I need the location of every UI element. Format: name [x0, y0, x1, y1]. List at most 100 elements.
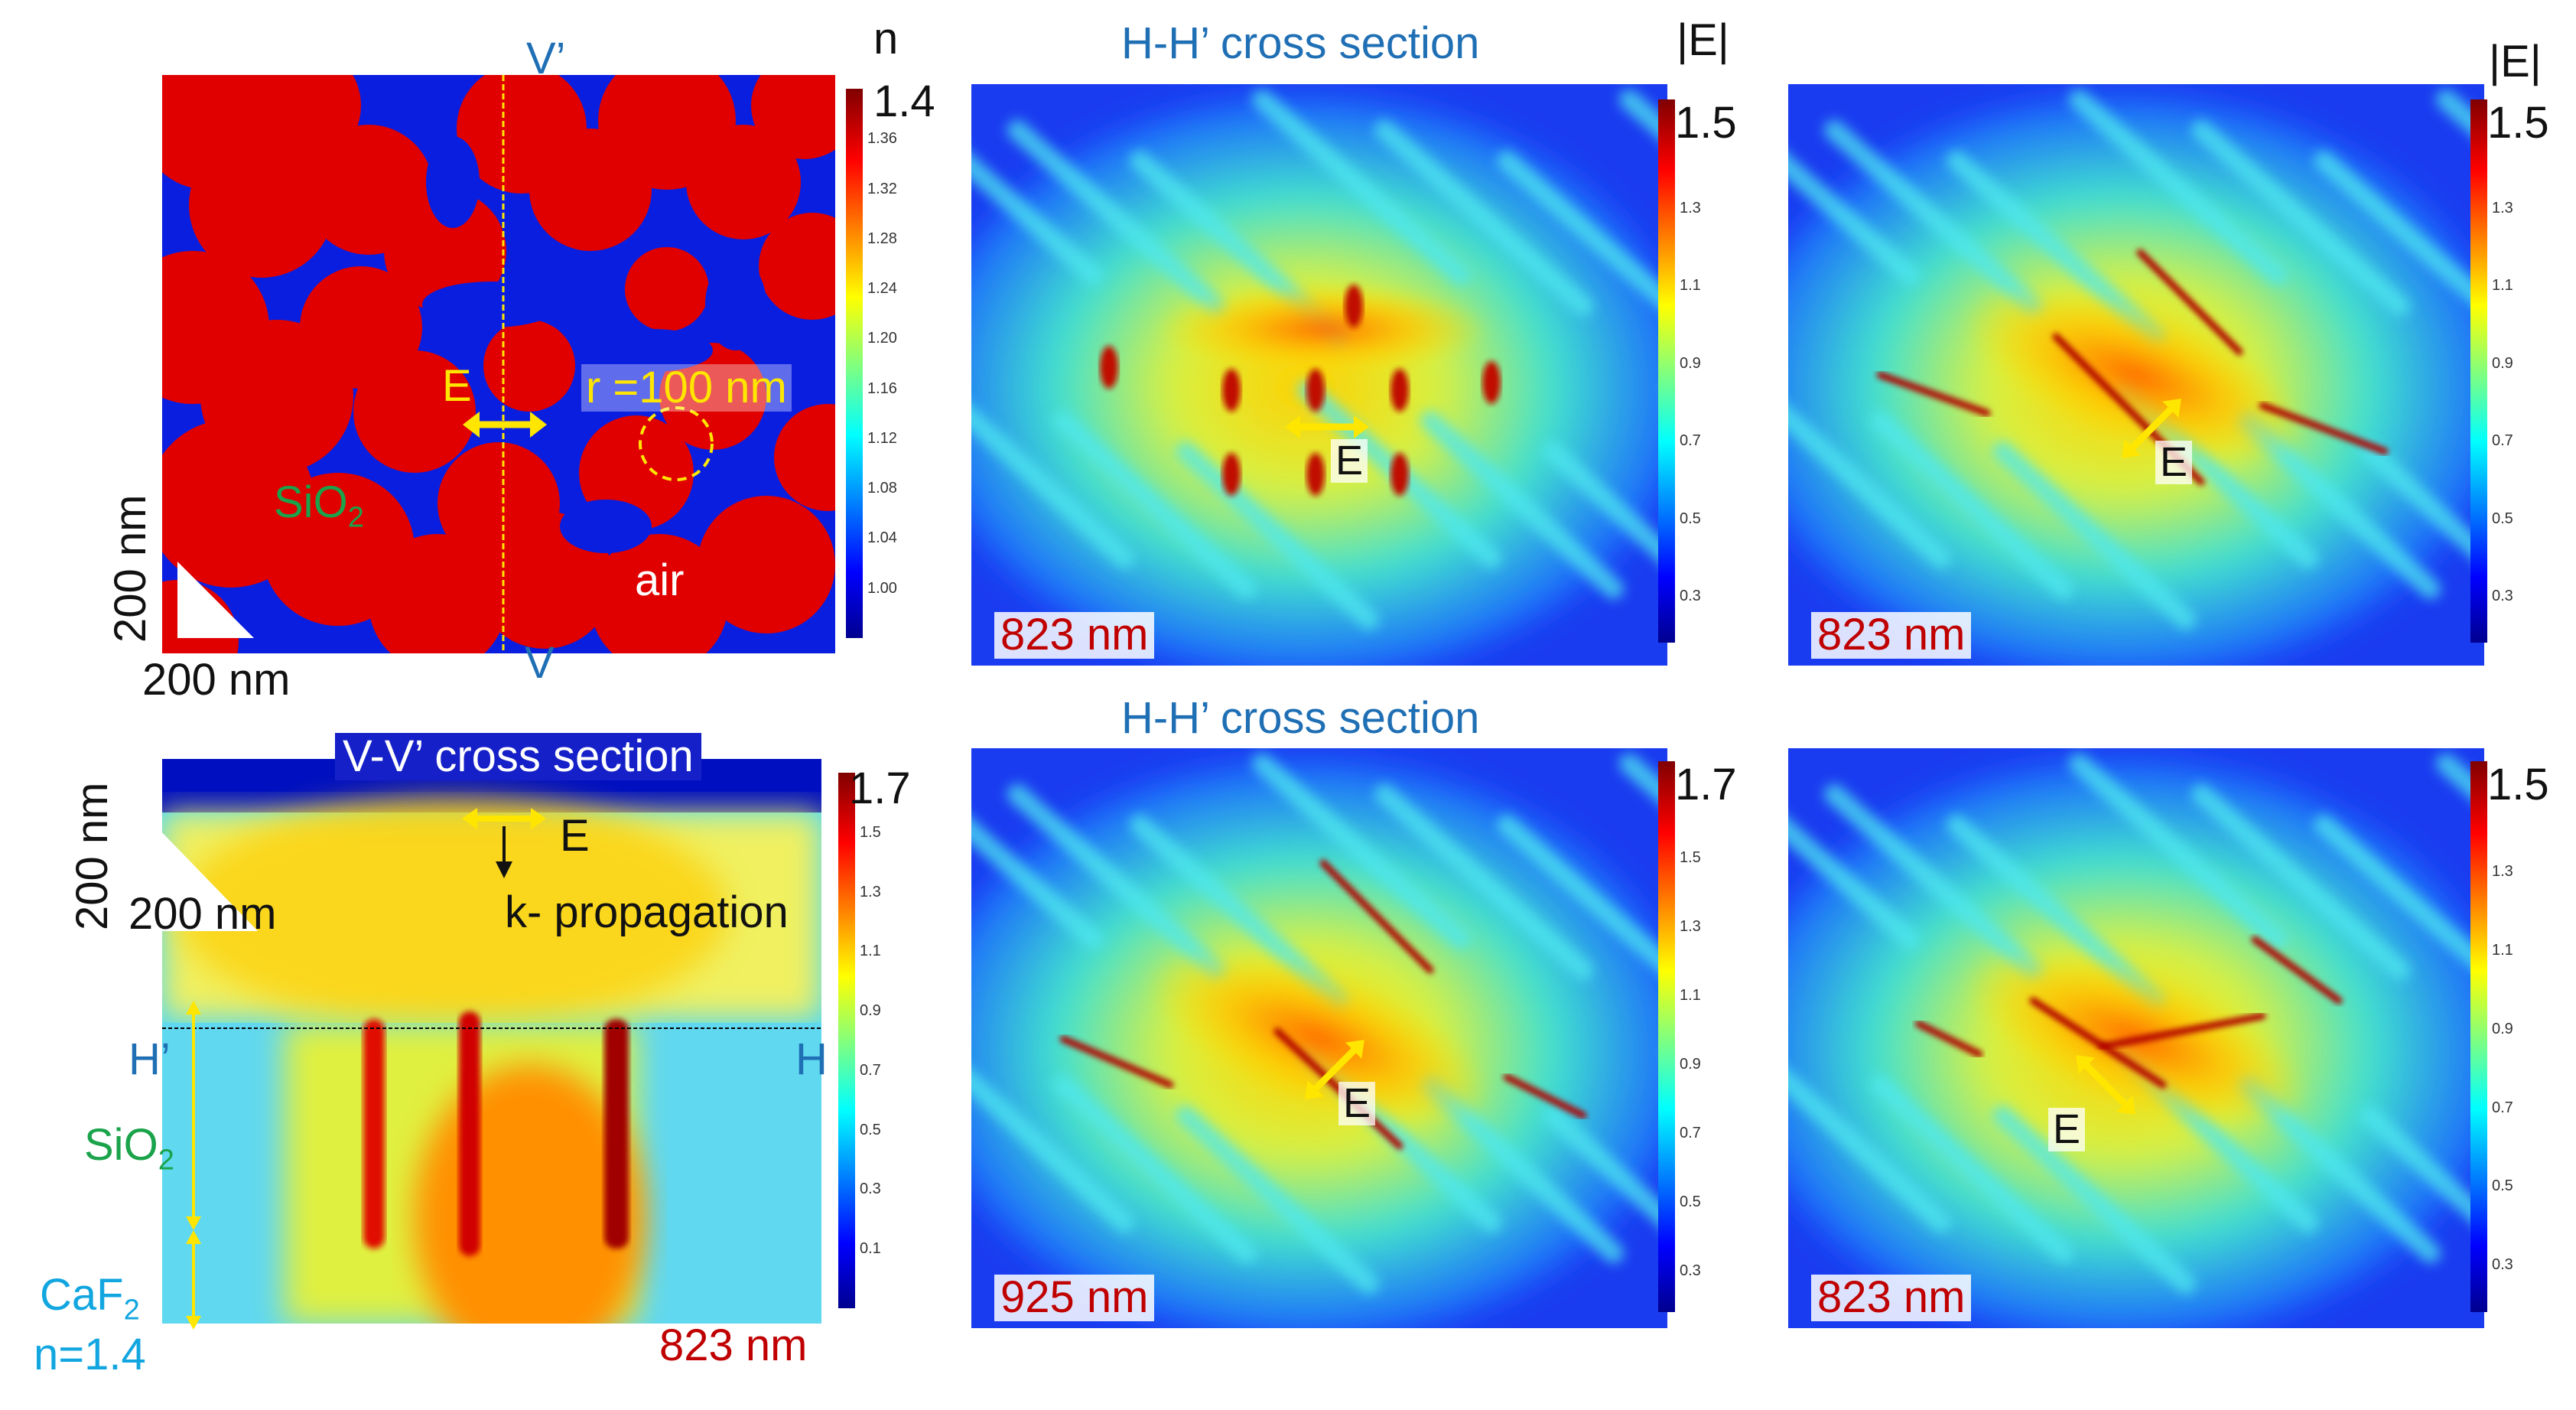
colorbar-tick: 0.9: [1680, 1056, 1701, 1073]
colorbar-tick: 0.5: [1680, 510, 1701, 527]
sio2-label-b: SiO2: [84, 1120, 174, 1177]
v-label: V: [525, 638, 555, 688]
colorbar-a: [846, 89, 863, 638]
colorbar-tick: 0.9: [2492, 1020, 2513, 1037]
colorbar-tick: 0.1: [860, 1240, 881, 1258]
e-field-arrow: [2076, 1055, 2135, 1115]
k-propagation-label: k- propagation: [505, 887, 789, 937]
index-axis-label: n: [873, 14, 899, 63]
v-prime-label: V’: [526, 34, 566, 83]
colorbar-tick: 1.12: [867, 429, 897, 447]
panel-f-field-map: [1788, 748, 2484, 1328]
e-field-label: E: [1338, 1082, 1376, 1125]
colorbar-tick: 1.3: [2492, 200, 2513, 217]
colorbar-tick: 0.9: [1680, 354, 1701, 372]
colorbar-max: 1.5: [1675, 98, 1737, 148]
wavelength-label: 823 nm: [1811, 1274, 1972, 1321]
colorbar-tick: 0.7: [1680, 1125, 1701, 1141]
colorbar-tick: 1.36: [867, 130, 897, 148]
panel-d-field-map: [1788, 84, 2484, 666]
e-field-arrow: [1285, 415, 1369, 438]
colorbar-tick: 0.5: [860, 1121, 881, 1138]
colorbar-tick: 0.5: [1680, 1193, 1701, 1210]
e-label-b: E: [560, 811, 590, 861]
colorbar-tick: 1.1: [860, 943, 881, 960]
layer-thickness-arrows: [186, 1001, 201, 1330]
e-arrow-b: [462, 808, 546, 829]
colorbar-tick: 0.9: [860, 1002, 881, 1020]
h-label: H: [795, 1034, 828, 1084]
colorbar-tick: 1.28: [867, 230, 897, 247]
colorbar-max: 1.7: [1675, 760, 1737, 809]
field-axis-label-c: |E|: [1677, 15, 1729, 65]
vv-cross-section-map: [162, 759, 821, 1324]
colorbar-tick: 1.1: [2492, 941, 2513, 959]
colorbar-tick: 1.32: [867, 180, 897, 197]
colorbar-b-max: 1.7: [849, 764, 911, 813]
panel-d-colorbar: [2470, 99, 2487, 643]
colorbar-tick: 0.5: [2492, 510, 2513, 527]
hh-title-top: H-H’ cross section: [1121, 18, 1480, 68]
wavelength-label: 823 nm: [994, 611, 1155, 659]
field-column: [604, 1019, 629, 1249]
colorbar-b: [838, 773, 855, 1308]
colorbar-max: 1.5: [2487, 760, 2549, 809]
scale-y-label-a: 200 nm: [106, 494, 155, 643]
colorbar-tick: 1.5: [860, 823, 881, 841]
e-field-label: E: [2155, 441, 2193, 484]
scale-x-label-b: 200 nm: [128, 889, 277, 939]
e-field-label: E: [2048, 1108, 2086, 1151]
particle-radius-circle: [639, 406, 714, 481]
h-prime-label: H’: [128, 1034, 171, 1084]
index-map: [162, 75, 835, 653]
panel-f-colorbar: [2470, 761, 2487, 1312]
colorbar-tick: 1.08: [867, 480, 897, 497]
colorbar-tick: 1.3: [860, 883, 881, 900]
e-field-arrow: [2122, 399, 2181, 458]
scale-y-label-b: 200 nm: [67, 782, 117, 930]
colorbar-tick: 1.24: [867, 280, 897, 298]
colorbar-tick: 0.7: [2492, 1099, 2513, 1116]
e-field-arrow: [1305, 1040, 1364, 1099]
panel-c-colorbar: [1658, 99, 1675, 643]
sio2-particles: [162, 75, 835, 653]
hh-title-bottom: H-H’ cross section: [1121, 693, 1480, 743]
colorbar-tick: 0.7: [860, 1061, 881, 1079]
colorbar-tick: 0.3: [1680, 588, 1701, 605]
wavelength-label: 925 nm: [994, 1274, 1155, 1321]
colorbar-tick: 1.1: [1680, 277, 1701, 295]
colorbar-tick: 1.3: [1680, 200, 1701, 217]
colorbar-tick: 0.3: [860, 1180, 881, 1198]
colorbar-tick: 1.3: [1680, 918, 1701, 935]
colorbar-max: 1.5: [2487, 98, 2549, 148]
e-arrow-a: [463, 412, 547, 438]
panel-e-colorbar: [1658, 761, 1675, 1312]
colorbar-tick: 0.3: [1680, 1262, 1701, 1279]
panel-c-field-map: [971, 84, 1667, 666]
caf2-label: CaF2: [40, 1270, 140, 1327]
colorbar-tick: 1.20: [867, 330, 897, 347]
colorbar-tick: 1.04: [867, 529, 897, 547]
colorbar-tick: 1.16: [867, 379, 897, 397]
wavelength-b: 823 nm: [659, 1320, 808, 1370]
vv-title: V-V’ cross section: [335, 733, 701, 780]
colorbar-tick: 1.00: [867, 579, 897, 597]
scale-triangle: [177, 562, 254, 638]
colorbar-tick: 0.9: [2492, 354, 2513, 372]
k-arrow: [496, 826, 512, 878]
wavelength-label: 823 nm: [1811, 611, 1972, 659]
colorbar-tick: 0.3: [2492, 1256, 2513, 1274]
caf2-index-label: n=1.4: [34, 1330, 146, 1379]
field-column: [459, 1011, 480, 1256]
colorbar-tick: 1.1: [1680, 987, 1701, 1004]
colorbar-tick: 1.1: [2492, 277, 2513, 295]
scale-x-label-a: 200 nm: [142, 655, 291, 705]
radius-label: r =100 nm: [581, 364, 792, 412]
sio2-label-a: SiO2: [274, 477, 364, 534]
colorbar-tick: 0.5: [2492, 1177, 2513, 1195]
colorbar-tick: 0.3: [2492, 588, 2513, 605]
e-label-a: E: [442, 361, 472, 411]
colorbar-tick: 0.7: [2492, 432, 2513, 450]
colorbar-tick: 0.7: [1680, 432, 1701, 450]
air-gaps: [422, 136, 766, 553]
